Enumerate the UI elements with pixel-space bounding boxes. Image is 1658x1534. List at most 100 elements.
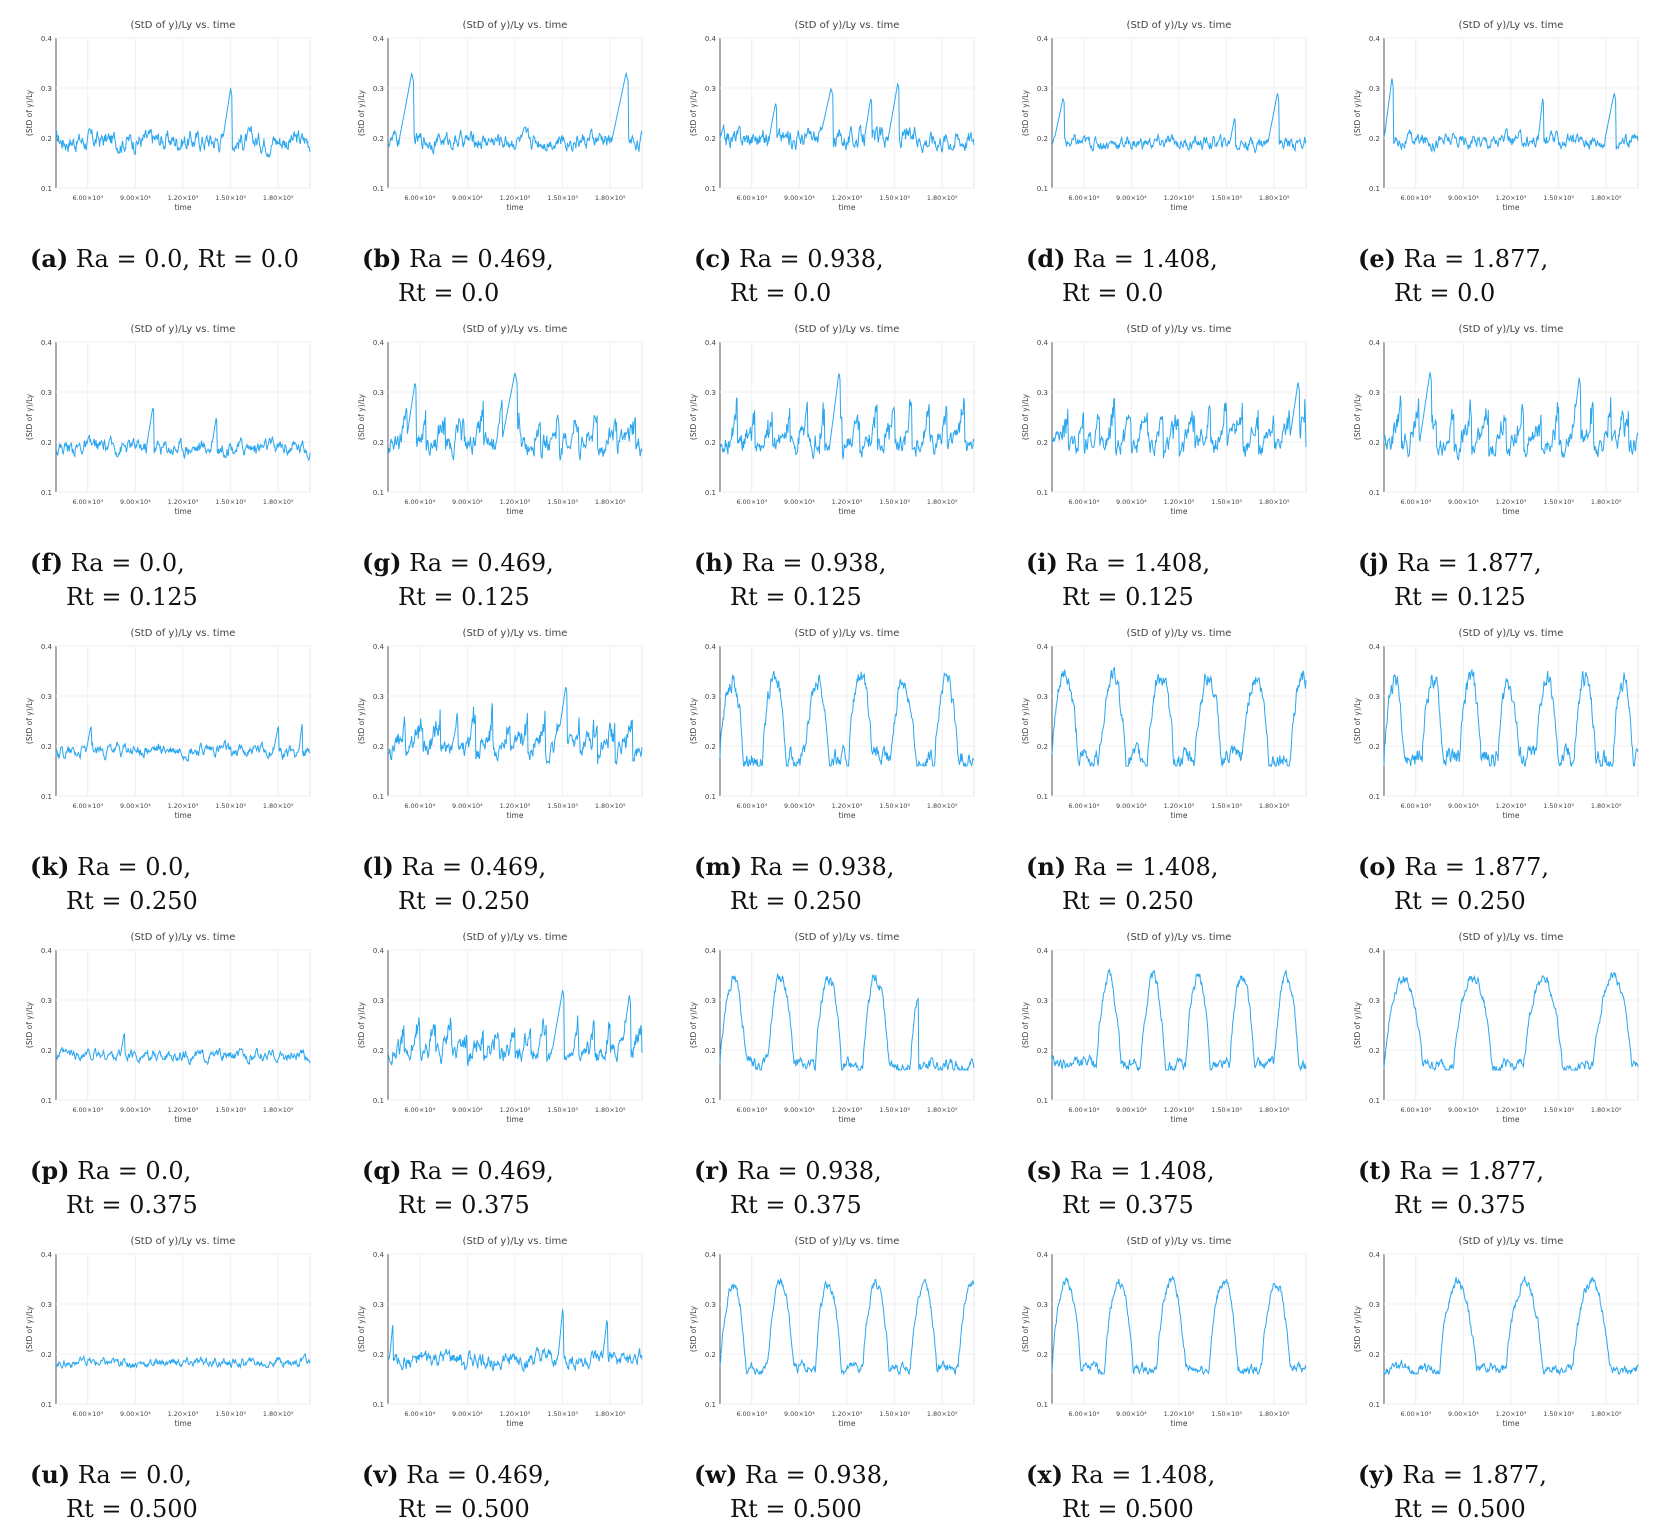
x-axis-label: time: [1171, 811, 1188, 820]
caption-line-1: Ra = 1.408,: [1063, 1461, 1216, 1489]
x-axis-label: time: [507, 203, 524, 212]
x-tick-label: 6.00×10⁴: [1400, 802, 1431, 810]
caption-tag: (l): [362, 852, 394, 881]
chart-title: (StD of y)/Ly vs. time: [131, 20, 236, 31]
y-tick-label: 0.1: [373, 489, 384, 497]
x-tick-label: 1.80×10⁵: [1591, 1410, 1622, 1418]
series-line: [387, 71, 643, 155]
y-tick-label: 0.4: [1369, 1251, 1381, 1259]
caption-line-1: Ra = 1.877,: [1395, 245, 1549, 273]
y-tick-label: 0.4: [1369, 643, 1381, 651]
caption-tag: (c): [694, 244, 732, 273]
x-tick-label: 1.80×10⁵: [1259, 498, 1290, 506]
y-tick-label: 0.4: [373, 35, 385, 43]
panel-caption: (j) Ra = 1.877, Rt = 0.125: [1358, 546, 1648, 614]
chart-title: (StD of y)/Ly vs. time: [1127, 1236, 1232, 1247]
x-tick-label: 6.00×10⁴: [72, 802, 103, 810]
y-tick-label: 0.1: [705, 793, 716, 801]
y-tick-label: 0.1: [1037, 793, 1048, 801]
y-tick-label: 0.2: [705, 743, 716, 751]
y-tick-label: 0.4: [373, 1251, 385, 1259]
y-axis-label: (StD of y)/Ly: [689, 1001, 698, 1048]
x-tick-label: 6.00×10⁴: [1068, 194, 1099, 202]
caption-tag: (v): [362, 1460, 399, 1489]
series-line: [55, 88, 311, 159]
x-axis-label: time: [175, 203, 192, 212]
panel-x: (StD of y)/Ly vs. time 0.1 0.2 0.3 0.4 6.00×1…: [996, 1230, 1316, 1534]
chart-title: (StD of y)/Ly vs. time: [1127, 932, 1232, 943]
caption-line-2: Rt = 0.250: [1394, 887, 1526, 915]
chart-title: (StD of y)/Ly vs. time: [795, 932, 900, 943]
x-tick-label: 1.50×10⁵: [879, 1106, 910, 1114]
x-tick-label: 1.20×10⁵: [500, 1410, 531, 1418]
x-tick-label: 6.00×10⁴: [736, 802, 767, 810]
y-tick-label: 0.3: [705, 85, 716, 93]
y-tick-label: 0.4: [41, 947, 53, 955]
y-tick-label: 0.4: [373, 947, 385, 955]
y-tick-label: 0.2: [373, 1351, 384, 1359]
x-tick-label: 1.20×10⁵: [832, 498, 863, 506]
y-tick-label: 0.3: [705, 389, 716, 397]
panel-caption: (p) Ra = 0.0, Rt = 0.375: [30, 1154, 320, 1222]
x-tick-label: 6.00×10⁴: [736, 1410, 767, 1418]
y-tick-label: 0.4: [1037, 643, 1049, 651]
x-tick-label: 6.00×10⁴: [736, 194, 767, 202]
chart-title: (StD of y)/Ly vs. time: [463, 1236, 568, 1247]
x-tick-label: 6.00×10⁴: [1400, 498, 1431, 506]
x-axis-label: time: [175, 1419, 192, 1428]
caption-line-1: Ra = 0.938,: [731, 245, 884, 273]
y-axis-label: (StD of y)/Ly: [25, 1305, 34, 1352]
y-tick-label: 0.3: [1369, 1301, 1380, 1309]
y-tick-label: 0.3: [373, 693, 384, 701]
panel-caption: (v) Ra = 0.469, Rt = 0.500: [362, 1458, 652, 1526]
y-tick-label: 0.3: [41, 389, 52, 397]
series-line: [55, 1352, 311, 1370]
x-tick-label: 6.00×10⁴: [404, 802, 435, 810]
chart-title: (StD of y)/Ly vs. time: [795, 1236, 900, 1247]
x-tick-label: 6.00×10⁴: [1068, 802, 1099, 810]
y-tick-label: 0.3: [705, 997, 716, 1005]
y-tick-label: 0.4: [41, 1251, 53, 1259]
x-tick-label: 1.80×10⁵: [263, 1410, 294, 1418]
x-tick-label: 9.00×10⁴: [452, 194, 483, 202]
x-tick-label: 9.00×10⁴: [1448, 1410, 1479, 1418]
series-line: [719, 1278, 975, 1376]
y-tick-label: 0.3: [373, 997, 384, 1005]
x-tick-label: 1.20×10⁵: [1164, 194, 1195, 202]
line-chart: (StD of y)/Ly vs. time 0.1 0.2 0.3 0.4 6.00×1…: [689, 324, 975, 516]
line-chart: (StD of y)/Ly vs. time 0.1 0.2 0.3 0.4 6.00×1…: [689, 932, 975, 1124]
x-tick-label: 9.00×10⁴: [1116, 1410, 1147, 1418]
y-tick-label: 0.4: [373, 643, 385, 651]
x-axis-label: time: [1171, 1419, 1188, 1428]
x-tick-label: 9.00×10⁴: [120, 1410, 151, 1418]
x-tick-label: 1.50×10⁵: [1211, 194, 1242, 202]
line-chart: (StD of y)/Ly vs. time 0.1 0.2 0.3 0.4 6.00×1…: [1021, 324, 1307, 516]
y-axis-label: (StD of y)/Ly: [1021, 1001, 1030, 1048]
y-tick-label: 0.3: [1369, 389, 1380, 397]
y-tick-label: 0.2: [373, 439, 384, 447]
chart-title: (StD of y)/Ly vs. time: [795, 20, 900, 31]
x-axis-label: time: [1503, 203, 1520, 212]
caption-tag: (i): [1026, 548, 1058, 577]
y-axis-label: (StD of y)/Ly: [25, 1001, 34, 1048]
x-axis-label: time: [507, 811, 524, 820]
x-tick-label: 6.00×10⁴: [1068, 1106, 1099, 1114]
x-tick-label: 9.00×10⁴: [120, 194, 151, 202]
panel-caption: (n) Ra = 1.408, Rt = 0.250: [1026, 850, 1316, 918]
x-tick-label: 1.20×10⁵: [500, 194, 531, 202]
line-chart: (StD of y)/Ly vs. time 0.1 0.2 0.3 0.4 6.00×1…: [1021, 932, 1307, 1124]
y-axis-label: (StD of y)/Ly: [1021, 393, 1030, 440]
x-axis-label: time: [1171, 203, 1188, 212]
y-tick-label: 0.4: [1037, 339, 1049, 347]
y-tick-label: 0.3: [41, 997, 52, 1005]
y-tick-label: 0.1: [373, 1401, 384, 1409]
x-axis-label: time: [1503, 811, 1520, 820]
x-tick-label: 6.00×10⁴: [1068, 498, 1099, 506]
caption-line-2: Rt = 0.125: [66, 583, 198, 611]
x-tick-label: 9.00×10⁴: [784, 1106, 815, 1114]
x-tick-label: 1.50×10⁵: [547, 498, 578, 506]
x-tick-label: 1.50×10⁵: [879, 194, 910, 202]
y-tick-label: 0.1: [373, 185, 384, 193]
y-tick-label: 0.1: [41, 793, 52, 801]
caption-line-2: Rt = 0.125: [1394, 583, 1526, 611]
